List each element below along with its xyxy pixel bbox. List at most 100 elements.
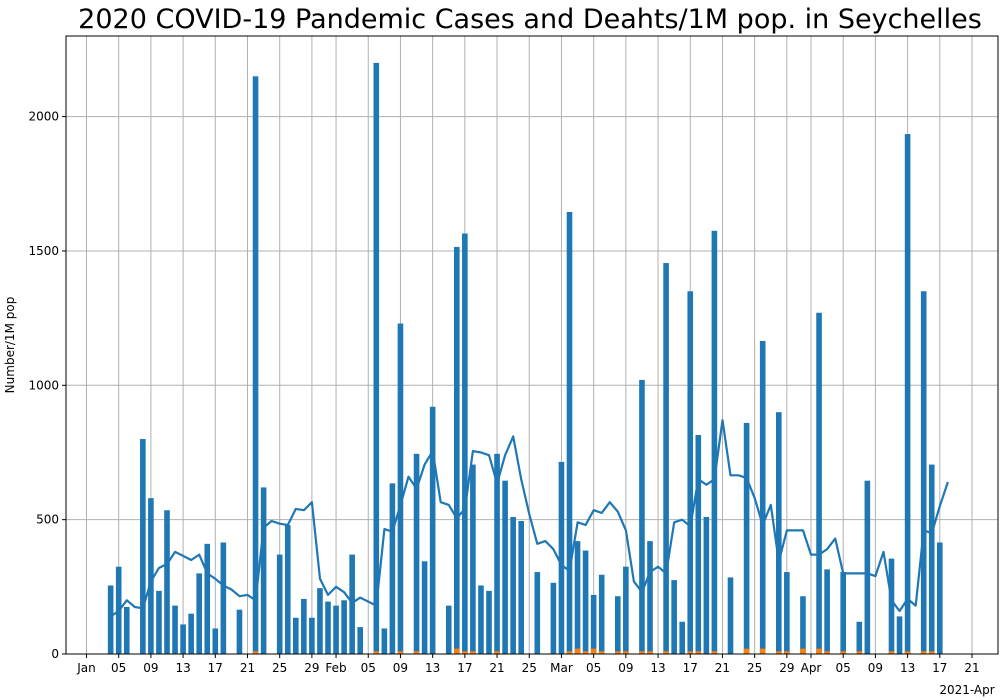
cases-bar — [148, 498, 154, 654]
x-tick-label: 21 — [489, 661, 504, 675]
cases-bar — [800, 596, 806, 654]
cases-bar — [566, 211, 573, 654]
x-tick-label: 25 — [272, 661, 287, 675]
cases-bar — [196, 573, 202, 654]
cases-bar — [824, 569, 830, 654]
cases-bar — [107, 585, 114, 654]
cases-bar — [236, 609, 243, 654]
cases-bar — [896, 616, 903, 654]
line-layer — [110, 419, 949, 618]
deaths-bar — [800, 648, 806, 654]
x-tick-label: 09 — [393, 661, 408, 675]
cases-bar — [220, 542, 227, 654]
x-tick-label: 17 — [457, 661, 472, 675]
cases-bar — [937, 542, 943, 654]
cases-bar — [904, 134, 911, 654]
deaths-bar — [470, 651, 476, 654]
cases-bar — [534, 572, 541, 654]
deaths-bar — [413, 651, 420, 654]
deaths-bar — [582, 651, 589, 654]
cases-bar — [429, 406, 436, 654]
x-tick-label: 13 — [650, 661, 665, 675]
deaths-bar — [840, 651, 846, 654]
x-tick-label: Apr — [801, 661, 822, 675]
cases-bar — [284, 525, 291, 654]
cases-bar — [381, 628, 388, 654]
x-tick-label: 21 — [964, 661, 979, 675]
deaths-bar — [639, 651, 645, 654]
deaths-bar — [888, 651, 895, 654]
cases-bar — [164, 510, 170, 654]
deaths-bar — [454, 648, 460, 654]
x-secondary-label: 2021-Apr — [939, 683, 994, 697]
cases-bar — [759, 340, 766, 654]
x-tick-label: 13 — [425, 661, 440, 675]
x-tick-label: Feb — [325, 661, 346, 675]
cases-bar — [864, 480, 871, 654]
cases-bar — [123, 606, 130, 654]
cases-bar — [663, 263, 669, 654]
cases-bar — [140, 439, 146, 654]
x-tick-label: 05 — [586, 661, 601, 675]
deaths-bar — [784, 651, 790, 654]
y-tick-label: 1500 — [28, 244, 59, 258]
deaths-bar — [590, 648, 597, 654]
x-tick-label: 17 — [932, 661, 947, 675]
cases-bar — [776, 412, 782, 654]
deaths-bar — [623, 651, 629, 654]
deaths-bar — [904, 651, 911, 654]
cases-bar — [252, 76, 259, 655]
x-tick-label: 05 — [836, 661, 851, 675]
bar-layer — [107, 62, 943, 655]
deaths-bar — [759, 648, 766, 654]
cases-bar — [309, 617, 315, 654]
cases-bar — [333, 605, 339, 654]
x-tick-label: Jan — [76, 661, 96, 675]
cases-bar — [349, 554, 355, 654]
x-tick-label: 05 — [111, 661, 126, 675]
x-tick-label: 29 — [304, 661, 319, 675]
cases-bar — [582, 550, 589, 654]
plot-frame — [65, 35, 999, 655]
cases-bar — [574, 541, 581, 654]
cases-bar — [373, 62, 380, 654]
cases-bar — [357, 627, 363, 654]
x-tick-label: 09 — [143, 661, 158, 675]
chart-title: 2020 COVID-19 Pandemic Cases and Deahts/… — [78, 4, 982, 35]
cases-bar — [470, 464, 476, 654]
cases-bar — [212, 628, 219, 654]
deaths-bar — [397, 651, 404, 654]
deaths-bar — [928, 651, 935, 654]
cases-bar — [687, 291, 694, 654]
x-tick-label: 17 — [683, 661, 698, 675]
cases-bar — [590, 594, 597, 654]
cases-bar — [743, 422, 750, 654]
cases-bar — [317, 588, 323, 654]
deaths-bar — [816, 648, 822, 654]
deaths-bar — [647, 651, 653, 654]
x-tick-label: 25 — [522, 661, 537, 675]
deaths-bar — [598, 651, 605, 654]
cases-bar — [711, 230, 718, 654]
cases-bar — [341, 600, 347, 654]
cases-bar — [494, 453, 500, 654]
cases-bar — [156, 590, 162, 654]
cases-bar — [413, 453, 420, 654]
deaths-bar — [695, 651, 702, 654]
cases-bar — [550, 582, 557, 654]
x-tick-label: 21 — [240, 661, 255, 675]
cases-bar — [695, 435, 702, 654]
cases-bar — [389, 483, 396, 654]
x-tick-label: 25 — [747, 661, 762, 675]
cases-bar — [928, 464, 935, 654]
deaths-bar — [462, 651, 468, 654]
cases-bar — [301, 598, 307, 654]
cases-bar — [502, 480, 508, 654]
deaths-bar — [615, 651, 621, 654]
x-tick-label: 21 — [715, 661, 730, 675]
y-tick-label: 0 — [51, 647, 59, 661]
deaths-bar — [711, 651, 718, 654]
x-tick-label: 13 — [175, 661, 190, 675]
x-tick-label: 13 — [900, 661, 915, 675]
